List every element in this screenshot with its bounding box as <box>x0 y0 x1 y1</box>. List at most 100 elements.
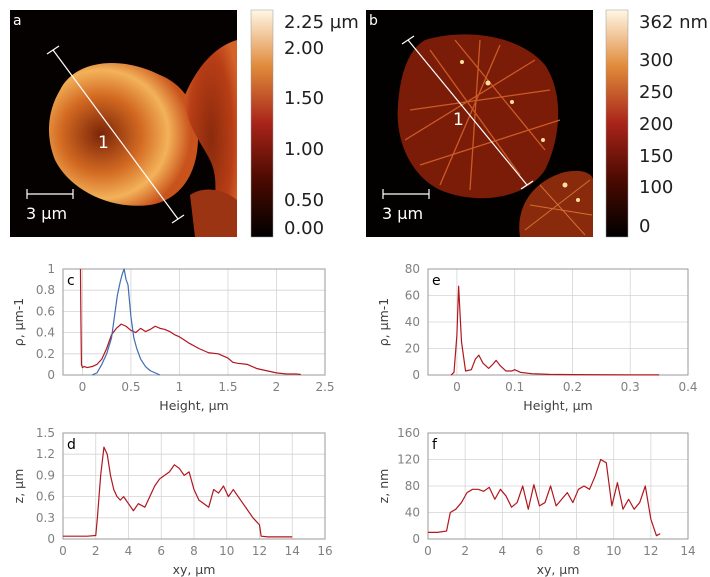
y-tick-label: 0.8 <box>36 283 55 297</box>
profile-line-a-cap-end <box>171 214 185 224</box>
x-tick-label: 4 <box>498 544 506 558</box>
image-a-letter: a <box>13 13 22 29</box>
y-tick-label: 80 <box>405 262 420 276</box>
profile-line-b-label: 1 <box>453 110 464 130</box>
x-tick-label: 0.4 <box>678 380 697 394</box>
colorbar-a-tick: 0.00 <box>284 218 324 239</box>
y-tick-label: 1.2 <box>36 447 55 461</box>
plot-frame <box>62 268 326 376</box>
x-axis-label: xy, µm <box>537 562 580 577</box>
y-tick-label: 0.2 <box>36 347 55 361</box>
profile-line-a-label: 1 <box>98 133 109 153</box>
colorbar-a: 2.25 µm 2.00 1.50 1.00 0.50 0.00 <box>250 9 359 239</box>
afm-grain-side <box>185 40 237 237</box>
afm-image-a: 1 3 µm a <box>10 10 237 237</box>
y-axis-label: ρ, µm-1 <box>376 298 391 346</box>
afm-grain-main <box>48 63 199 206</box>
colorbar-b-tick: 200 <box>639 114 673 135</box>
x-tick-label: 2 <box>92 544 100 558</box>
x-tick-label: 0.2 <box>563 380 582 394</box>
y-tick-label: 0 <box>47 368 55 382</box>
profile-line-b-cap-end <box>520 180 534 190</box>
x-tick-label: 0 <box>59 544 67 558</box>
y-tick-label: 80 <box>405 479 420 493</box>
y-axis-label: ρ, µm-1 <box>11 298 26 346</box>
profile-line-b-cap-start <box>401 35 415 45</box>
x-tick-label: 0 <box>424 544 432 558</box>
y-tick-label: 60 <box>405 289 420 303</box>
series-line-red <box>63 446 293 538</box>
scale-bar-a-label: 3 µm <box>26 204 67 223</box>
colorbar-a-tick: 2.25 µm <box>284 12 359 33</box>
y-tick-label: 0 <box>412 368 420 382</box>
series-line-blue <box>91 268 161 376</box>
panel-letter: e <box>432 273 441 289</box>
y-tick-label: 160 <box>397 426 420 440</box>
x-tick-label: 10 <box>219 544 234 558</box>
afm-flake-particles <box>460 60 580 202</box>
colorbar-b-tick: 0 <box>639 216 650 237</box>
profile-line-a-cap-start <box>46 45 60 55</box>
y-axis-label: z, µm <box>11 469 26 504</box>
series-line-red <box>450 285 660 376</box>
x-tick-label: 14 <box>680 544 695 558</box>
y-tick-label: 120 <box>397 453 420 467</box>
scale-bar-b-label: 3 µm <box>382 204 423 223</box>
y-tick-label: 1 <box>47 262 55 276</box>
colorbar-b-tick: 362 nm <box>639 12 708 33</box>
x-tick-label: 0 <box>79 380 87 394</box>
chart-f: 0 2 4 6 8 10 12 14 0 40 80 120 160 f xy, µm z, nm <box>376 426 696 577</box>
y-tick-label: 0.4 <box>36 326 55 340</box>
x-tick-label: 10 <box>606 544 621 558</box>
profile-line-a <box>52 49 179 220</box>
colorbar-a-tick: 2.00 <box>284 38 324 59</box>
afm-image-b: 1 3 µm b <box>366 10 593 237</box>
x-tick-label: 2 <box>273 380 281 394</box>
x-tick-label: 8 <box>573 544 581 558</box>
colorbar-b-tick: 100 <box>639 177 673 198</box>
plot-frame <box>62 432 326 540</box>
x-tick-label: 2 <box>461 544 469 558</box>
x-tick-label: 6 <box>157 544 165 558</box>
x-tick-label: 14 <box>285 544 300 558</box>
x-tick-label: 1.5 <box>218 380 237 394</box>
panel-letter: f <box>432 437 438 453</box>
profile-line-b <box>407 39 528 186</box>
y-tick-label: 0.9 <box>36 468 55 482</box>
y-tick-label: 40 <box>405 315 420 329</box>
colorbar-a-gradient <box>250 9 274 238</box>
x-tick-label: 4 <box>125 544 133 558</box>
y-tick-label: 0 <box>412 532 420 546</box>
colorbar-b-tick: 300 <box>639 50 673 71</box>
x-tick-label: 12 <box>643 544 658 558</box>
x-tick-label: 16 <box>317 544 332 558</box>
colorbar-b-tick: 150 <box>639 146 673 167</box>
series-line-red <box>79 268 301 376</box>
y-tick-label: 0 <box>47 532 55 546</box>
afm-flake-corner-wrinkles <box>524 179 593 236</box>
x-tick-label: 0.1 <box>505 380 524 394</box>
afm-flake-wrinkles <box>404 39 561 191</box>
x-tick-label: 0.5 <box>121 380 140 394</box>
colorbar-b-gradient <box>605 9 629 238</box>
colorbar-a-tick: 1.50 <box>284 88 324 109</box>
x-axis-label: Height, µm <box>523 398 592 413</box>
x-tick-label: 8 <box>190 544 198 558</box>
x-tick-label: 0.3 <box>621 380 640 394</box>
x-tick-label: 0 <box>453 380 461 394</box>
colorbar-b-tick: 250 <box>639 82 673 103</box>
colorbar-a-tick: 0.50 <box>284 190 324 211</box>
y-tick-label: 0.6 <box>36 490 55 504</box>
colorbar-b: 362 nm 300 250 200 150 100 0 <box>605 9 708 238</box>
x-tick-label: 12 <box>252 544 267 558</box>
series-line-red <box>428 458 661 537</box>
panel-letter: c <box>67 273 75 289</box>
y-tick-label: 0.6 <box>36 304 55 318</box>
x-tick-label: 6 <box>536 544 544 558</box>
y-axis-label: z, nm <box>376 469 391 504</box>
panel-letter: d <box>67 437 76 453</box>
x-tick-label: 1 <box>176 380 184 394</box>
y-tick-label: 0.3 <box>36 511 55 525</box>
